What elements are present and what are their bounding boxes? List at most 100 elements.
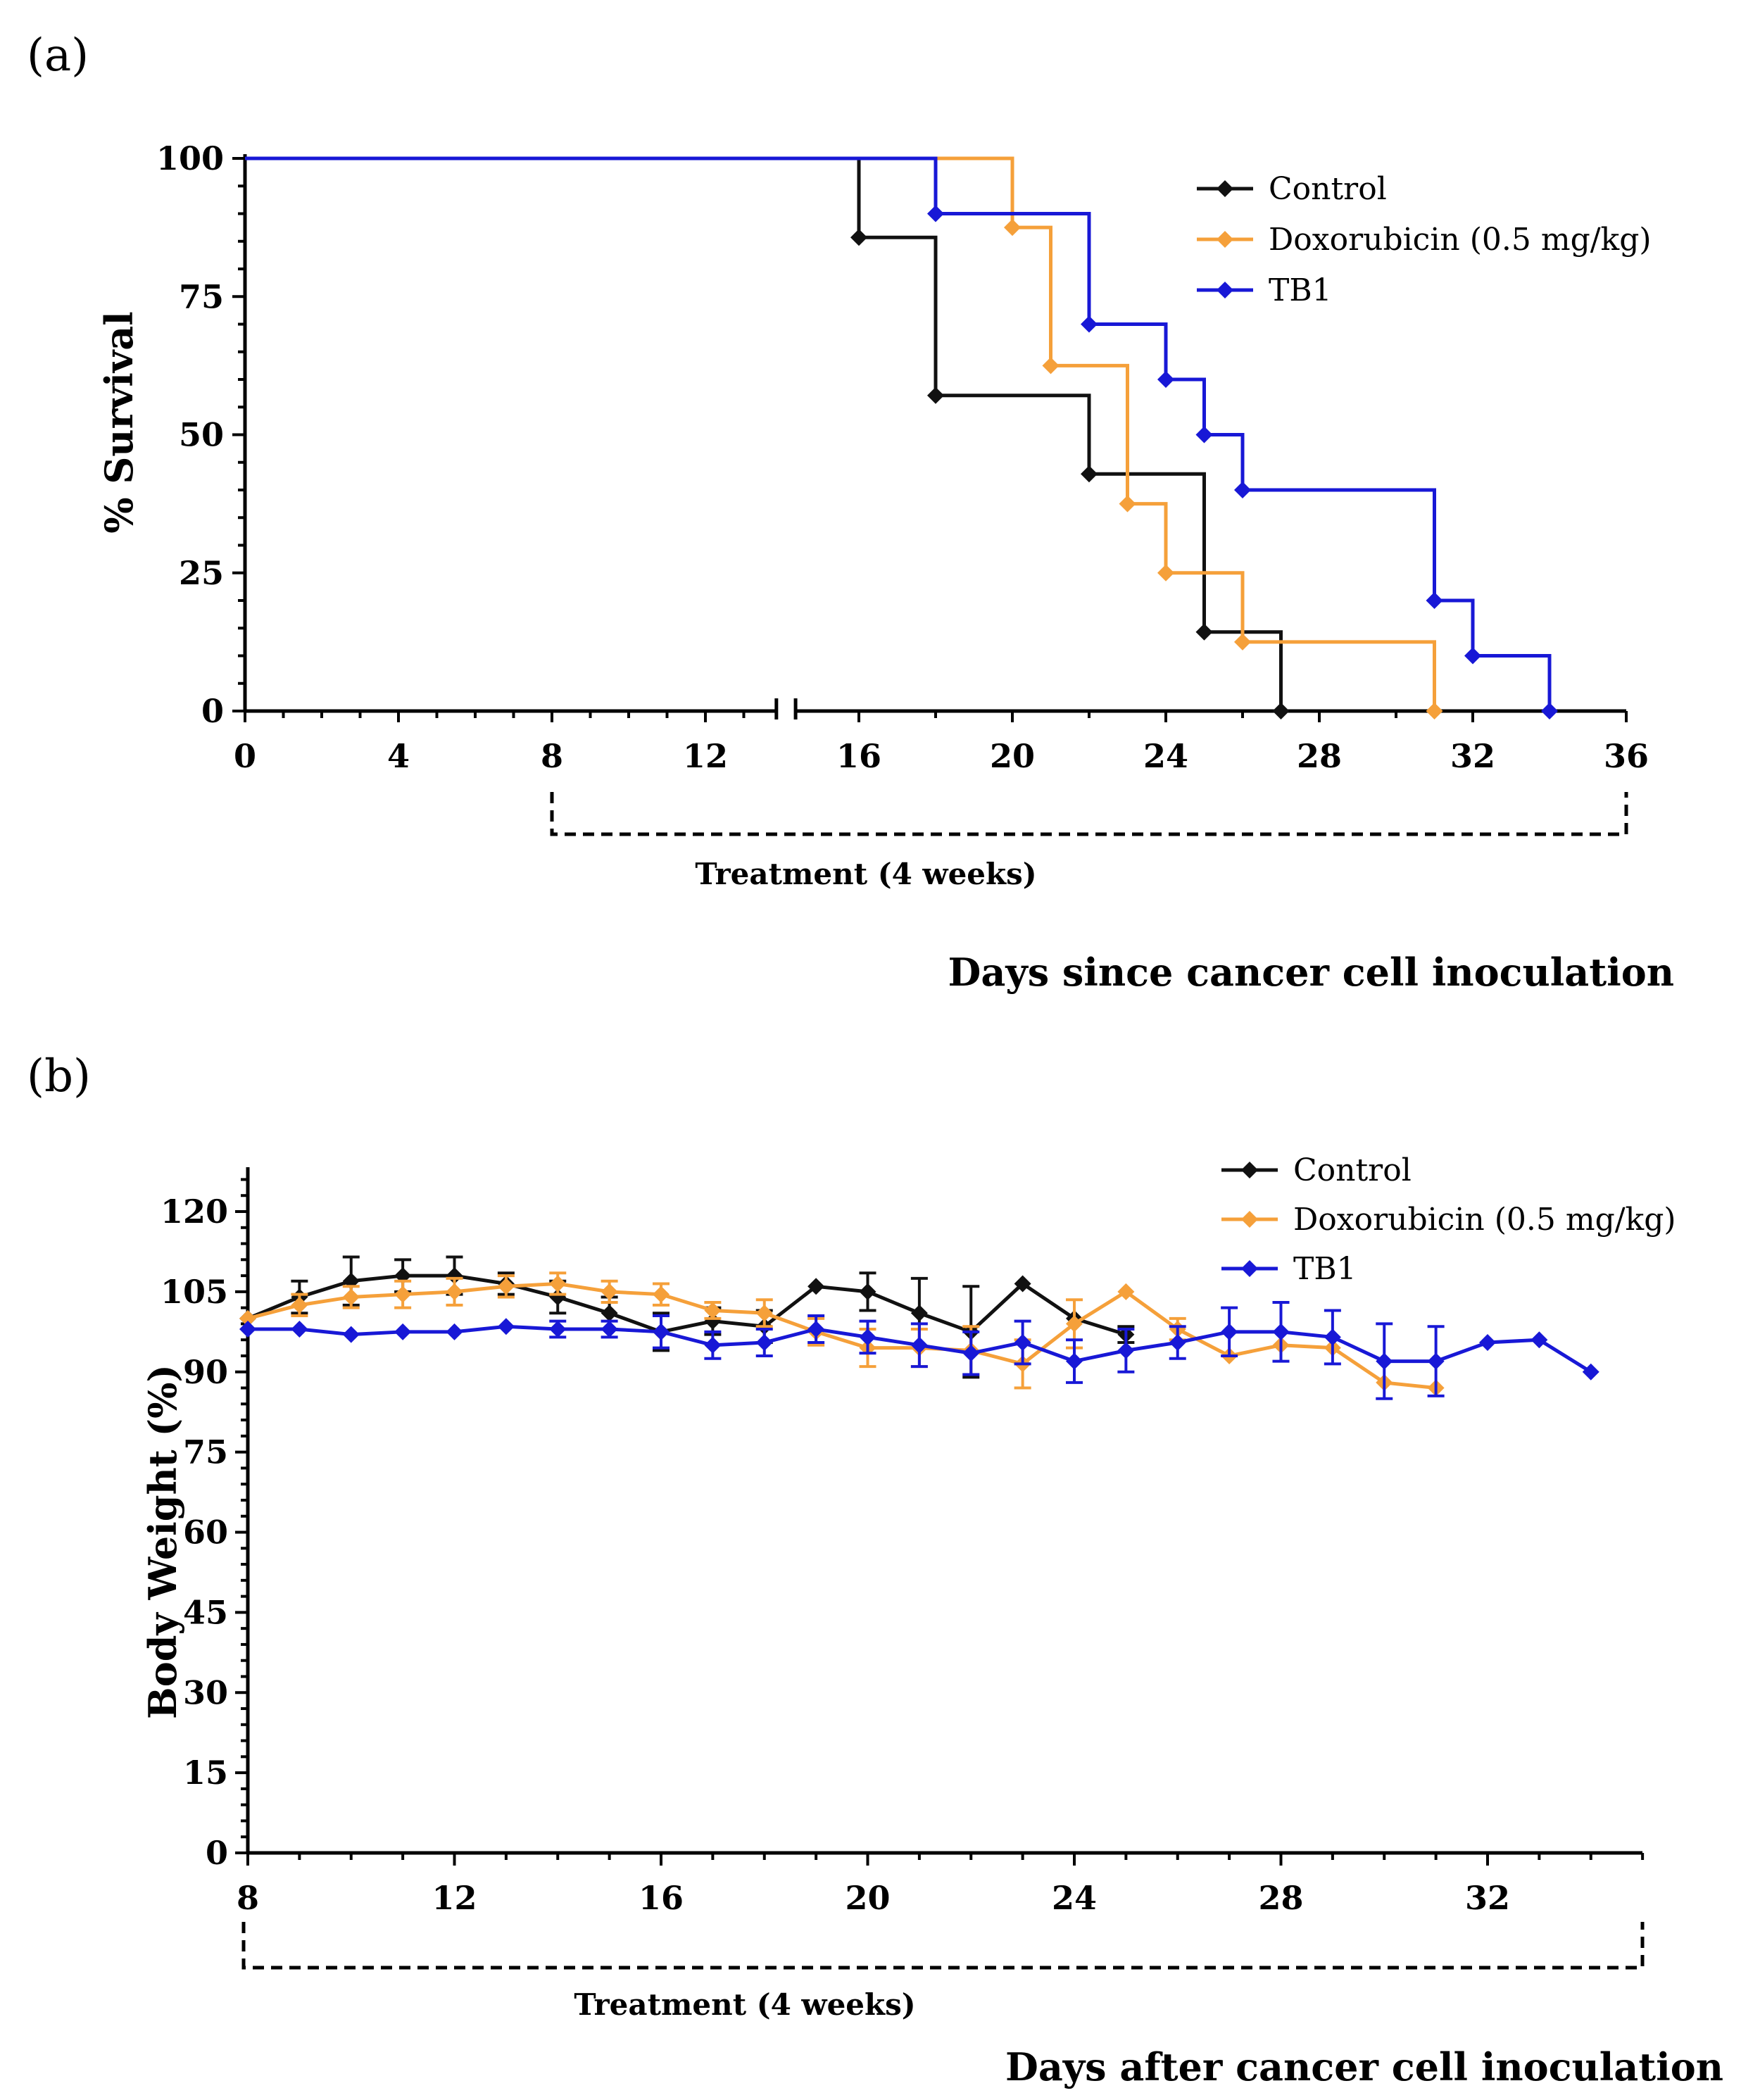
weight-point bbox=[342, 1288, 360, 1306]
weight-point bbox=[342, 1326, 360, 1343]
x-tick-label: 8 bbox=[237, 1879, 259, 1917]
x-tick-label: 4 bbox=[387, 737, 410, 775]
panel-b-plot: 8 12 16 20 24 28 32 0 15 30 45 60 75 90 105 120 Control D… bbox=[161, 1152, 1676, 1970]
weight-point bbox=[704, 1336, 722, 1354]
y-tick-label: 100 bbox=[156, 139, 224, 177]
weight-point bbox=[962, 1345, 980, 1362]
weight-point bbox=[755, 1333, 773, 1351]
y-tick-label: 90 bbox=[183, 1353, 228, 1391]
legend-marker bbox=[1241, 1162, 1258, 1178]
legend-marker bbox=[1217, 231, 1233, 248]
weight-point bbox=[1169, 1333, 1186, 1351]
x-tick-label: 12 bbox=[432, 1879, 477, 1917]
weight-point bbox=[446, 1267, 463, 1285]
x-tick-label: 24 bbox=[1052, 1879, 1097, 1917]
weight-point bbox=[653, 1323, 670, 1340]
weight-point bbox=[1376, 1352, 1393, 1370]
y-tick-label: 75 bbox=[179, 277, 224, 315]
survival-point bbox=[1272, 703, 1290, 719]
y-tick-label: 75 bbox=[183, 1433, 228, 1471]
legend-label: TB1 bbox=[1293, 1251, 1357, 1287]
panel-b-treatment-label: Treatment (4 weeks) bbox=[574, 1987, 915, 2022]
survival-point bbox=[1042, 357, 1060, 375]
y-tick-label: 15 bbox=[183, 1754, 228, 1792]
survival-point bbox=[1541, 703, 1558, 719]
weight-point bbox=[446, 1283, 463, 1300]
series-line-2 bbox=[245, 156, 1436, 711]
weight-point bbox=[394, 1323, 412, 1340]
weight-point bbox=[1117, 1342, 1135, 1359]
legend-label: Doxorubicin (0.5 mg/kg) bbox=[1269, 222, 1652, 258]
survival-point bbox=[1464, 647, 1481, 665]
weight-point bbox=[807, 1321, 825, 1338]
weight-point bbox=[859, 1283, 876, 1300]
weight-point bbox=[704, 1302, 722, 1319]
legend-label: TB1 bbox=[1269, 272, 1332, 308]
treatment-bracket bbox=[550, 792, 1628, 836]
weight-point bbox=[549, 1288, 567, 1306]
survival-point bbox=[1426, 703, 1443, 719]
survival-point bbox=[1119, 495, 1136, 513]
legend-label: Control bbox=[1293, 1152, 1412, 1188]
x-tick-label: 32 bbox=[1465, 1879, 1510, 1917]
weight-point bbox=[807, 1278, 825, 1295]
survival-point bbox=[850, 229, 867, 246]
weight-point bbox=[1324, 1328, 1341, 1346]
survival-point bbox=[1426, 592, 1443, 609]
weight-point bbox=[1014, 1333, 1031, 1351]
survival-point bbox=[1195, 623, 1213, 641]
y-tick-label: 45 bbox=[183, 1593, 228, 1631]
y-tick-label: 30 bbox=[183, 1673, 228, 1711]
y-tick-label: 0 bbox=[206, 1834, 228, 1872]
weight-point bbox=[601, 1304, 618, 1322]
weight-point bbox=[1221, 1323, 1238, 1340]
weight-point bbox=[859, 1328, 876, 1346]
weight-point bbox=[1427, 1352, 1445, 1370]
x-tick-label: 20 bbox=[990, 737, 1035, 775]
weight-point bbox=[601, 1283, 618, 1300]
weight-point bbox=[1014, 1275, 1031, 1293]
y-tick-label: 50 bbox=[179, 416, 224, 454]
weight-point bbox=[704, 1312, 722, 1330]
weight-point bbox=[653, 1285, 670, 1303]
series-line-2 bbox=[247, 1281, 1436, 1390]
x-tick-label: 28 bbox=[1258, 1879, 1303, 1917]
panel-b-y-axis-title: Body Weight (%) bbox=[140, 1364, 185, 1719]
weight-point bbox=[239, 1309, 256, 1327]
weight-point bbox=[549, 1275, 567, 1293]
x-tick-label: 8 bbox=[541, 737, 563, 775]
y-tick-label: 0 bbox=[201, 692, 224, 730]
weight-point bbox=[549, 1321, 567, 1338]
survival-point bbox=[927, 205, 944, 222]
x-tick-label: 0 bbox=[234, 737, 256, 775]
weight-point bbox=[291, 1296, 308, 1314]
survival-point bbox=[1004, 219, 1021, 237]
survival-point bbox=[1195, 426, 1213, 444]
weight-point bbox=[446, 1323, 463, 1340]
x-tick-label: 36 bbox=[1604, 737, 1649, 775]
weight-point bbox=[601, 1321, 618, 1338]
series-line-1 bbox=[247, 1274, 1127, 1336]
survival-point bbox=[1234, 633, 1251, 650]
panel-b-x-axis-title: Days after cancer cell inoculation bbox=[1005, 2044, 1723, 2089]
panel-b-label: (b) bbox=[27, 1050, 91, 1102]
legend-label: Control bbox=[1269, 171, 1387, 207]
panel-a-y-axis-title: % Survival bbox=[96, 311, 142, 534]
weight-point bbox=[1272, 1323, 1290, 1340]
survival-point bbox=[1081, 315, 1098, 333]
weight-point bbox=[497, 1278, 515, 1295]
x-tick-label: 16 bbox=[639, 1879, 684, 1917]
y-tick-label: 120 bbox=[161, 1193, 228, 1231]
weight-point bbox=[1582, 1363, 1599, 1381]
x-tick-label: 12 bbox=[683, 737, 728, 775]
survival-point bbox=[1081, 465, 1098, 483]
y-tick-label: 25 bbox=[179, 554, 224, 592]
weight-point bbox=[291, 1321, 308, 1338]
weight-point bbox=[910, 1336, 928, 1354]
survival-point bbox=[1157, 371, 1174, 388]
legend-label: Doxorubicin (0.5 mg/kg) bbox=[1293, 1202, 1676, 1238]
weight-point bbox=[755, 1304, 773, 1322]
legend-marker bbox=[1217, 180, 1233, 197]
x-tick-label: 32 bbox=[1450, 737, 1495, 775]
y-tick-label: 60 bbox=[183, 1514, 228, 1552]
